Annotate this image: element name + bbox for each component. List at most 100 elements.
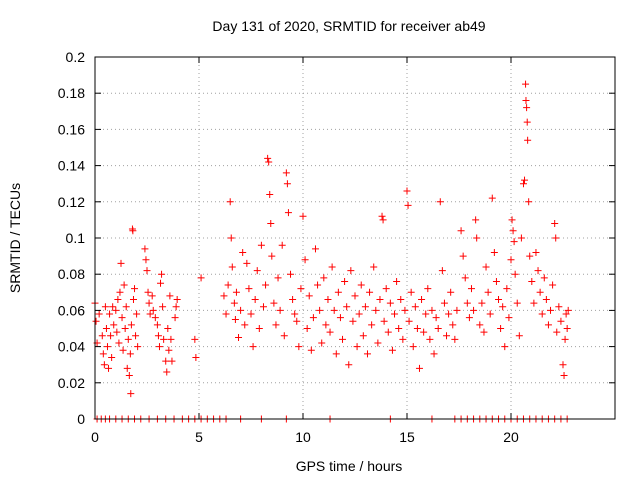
data-point	[243, 259, 251, 267]
data-point	[461, 274, 469, 282]
y-tick-label: 0.2	[66, 49, 86, 65]
data-point	[374, 339, 382, 347]
data-point	[102, 325, 110, 332]
data-point	[227, 234, 235, 242]
data-point	[158, 270, 166, 278]
y-tick-label: 0.06	[58, 302, 85, 318]
data-point	[501, 343, 509, 351]
data-point	[372, 306, 380, 314]
data-point	[134, 343, 142, 351]
data-point	[499, 303, 507, 311]
data-point	[142, 256, 150, 264]
data-point	[370, 263, 378, 271]
data-point	[255, 325, 263, 332]
data-point	[486, 310, 494, 318]
data-point	[411, 303, 419, 311]
data-point	[307, 346, 315, 354]
data-point	[549, 281, 557, 289]
data-points	[91, 80, 572, 423]
grid	[95, 57, 615, 419]
data-point	[415, 364, 423, 372]
data-point	[561, 335, 569, 343]
data-point	[303, 325, 311, 332]
data-point	[517, 234, 525, 242]
data-point	[239, 248, 247, 256]
data-point	[153, 321, 161, 329]
data-point	[405, 317, 413, 325]
data-point	[272, 321, 280, 329]
data-point	[526, 252, 534, 260]
data-point	[463, 299, 471, 307]
data-point	[143, 267, 151, 275]
data-point	[197, 274, 205, 282]
data-point	[560, 372, 568, 380]
data-point	[551, 220, 559, 228]
data-point	[118, 314, 126, 322]
data-point	[103, 343, 111, 351]
data-point	[522, 96, 530, 104]
data-point	[245, 285, 253, 293]
data-point	[403, 187, 411, 195]
data-point	[562, 310, 570, 318]
data-point	[126, 350, 134, 358]
data-point	[326, 328, 334, 336]
data-point	[100, 361, 108, 369]
data-point	[267, 220, 275, 228]
data-point	[132, 332, 140, 340]
data-point	[359, 332, 367, 340]
data-point	[555, 303, 563, 311]
data-point	[436, 198, 444, 206]
data-point	[144, 288, 152, 296]
data-point	[339, 335, 347, 343]
data-point	[123, 364, 131, 372]
data-point	[115, 339, 123, 347]
data-point	[513, 299, 521, 307]
data-point	[251, 296, 259, 304]
data-point	[95, 310, 103, 318]
data-point	[108, 353, 116, 361]
data-point	[120, 281, 128, 289]
data-point	[553, 328, 561, 336]
data-point	[552, 234, 560, 242]
data-point	[443, 332, 451, 340]
data-point	[379, 216, 387, 224]
data-point	[160, 335, 168, 343]
data-point	[122, 303, 130, 311]
data-point	[149, 306, 157, 314]
data-point	[445, 310, 453, 318]
y-tick-label: 0.02	[58, 375, 85, 391]
data-point	[125, 372, 133, 380]
data-point	[159, 303, 167, 311]
data-point	[530, 299, 538, 307]
data-point	[528, 277, 536, 285]
data-point	[247, 310, 255, 318]
data-point	[563, 325, 571, 332]
data-point	[167, 335, 175, 343]
data-point	[438, 267, 446, 275]
data-point	[146, 310, 154, 318]
data-point	[434, 325, 442, 332]
data-point	[397, 296, 405, 304]
data-point	[241, 321, 249, 329]
data-point	[328, 263, 336, 271]
data-point	[98, 332, 106, 340]
data-point	[133, 310, 141, 318]
data-point	[378, 212, 386, 220]
data-point	[284, 209, 292, 217]
data-point	[542, 296, 550, 304]
data-point	[266, 191, 274, 199]
data-point	[127, 321, 135, 329]
data-point	[145, 299, 153, 307]
data-point	[495, 296, 503, 304]
y-axis-label: SRMTID / TECUs	[7, 183, 23, 293]
data-point	[467, 285, 475, 293]
data-point	[270, 299, 278, 307]
data-point	[480, 328, 488, 336]
data-point	[341, 277, 349, 285]
data-point	[259, 303, 267, 311]
data-point	[318, 339, 326, 347]
data-point	[363, 350, 371, 358]
data-point	[253, 267, 261, 275]
data-point	[349, 317, 357, 325]
data-point	[449, 321, 457, 329]
